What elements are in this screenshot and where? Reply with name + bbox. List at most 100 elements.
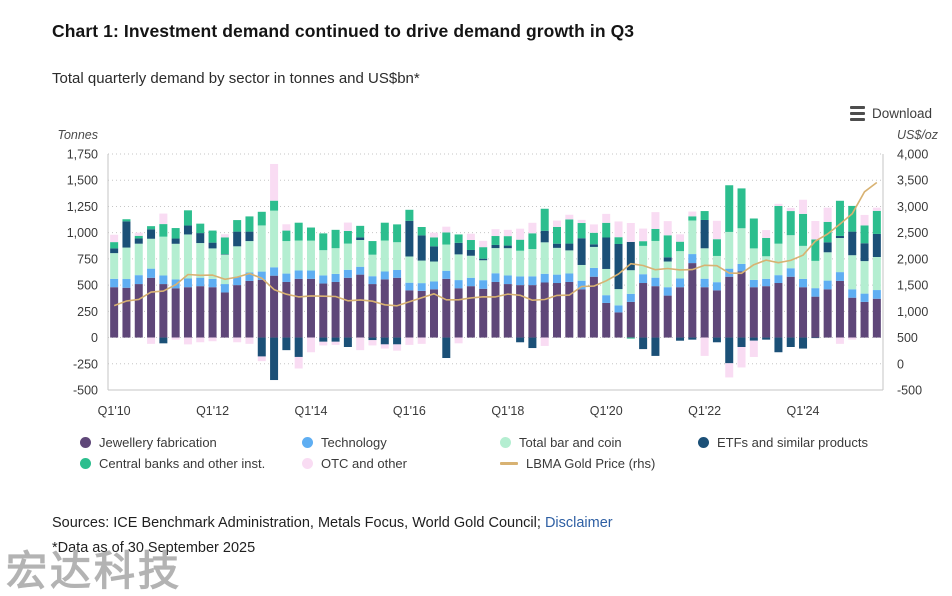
legend-item-central-banks-and-other-inst[interactable]: Central banks and other inst. xyxy=(80,456,302,471)
bar-segment[interactable] xyxy=(343,243,352,270)
bar-segment[interactable] xyxy=(676,337,685,341)
bar-segment[interactable] xyxy=(823,252,832,281)
bar-segment[interactable] xyxy=(700,287,709,338)
bar-segment[interactable] xyxy=(429,237,438,247)
bar-segment[interactable] xyxy=(196,223,205,234)
bar-segment[interactable] xyxy=(122,247,131,280)
bar-segment[interactable] xyxy=(220,284,229,293)
bar-segment[interactable] xyxy=(282,281,291,338)
bar-segment[interactable] xyxy=(393,242,402,271)
bar-segment[interactable] xyxy=(220,254,229,285)
bar-segment[interactable] xyxy=(589,232,598,245)
bar-segment[interactable] xyxy=(454,280,463,289)
bar-segment[interactable] xyxy=(183,225,192,235)
bar-segment[interactable] xyxy=(454,288,463,338)
bar-segment[interactable] xyxy=(442,270,451,279)
bar-segment[interactable] xyxy=(356,337,365,351)
bar-segment[interactable] xyxy=(503,248,512,276)
bar-segment[interactable] xyxy=(405,290,414,338)
bar-segment[interactable] xyxy=(245,241,254,273)
bar-segment[interactable] xyxy=(688,220,697,255)
bar-segment[interactable] xyxy=(860,243,869,262)
bar-segment[interactable] xyxy=(516,239,525,251)
bar-segment[interactable] xyxy=(762,230,771,238)
bar-segment[interactable] xyxy=(479,247,488,259)
bar-segment[interactable] xyxy=(270,200,279,211)
bar-segment[interactable] xyxy=(749,218,758,249)
legend-item-etfs-and-similar-products[interactable]: ETFs and similar products xyxy=(698,435,896,450)
bar-segment[interactable] xyxy=(491,236,500,245)
bar-segment[interactable] xyxy=(245,337,254,344)
bar-segment[interactable] xyxy=(663,221,672,236)
bar-segment[interactable] xyxy=(257,337,266,357)
bar-segment[interactable] xyxy=(479,240,488,248)
bar-segment[interactable] xyxy=(503,245,512,249)
legend-item-otc-and-other[interactable]: OTC and other xyxy=(302,456,500,471)
bar-segment[interactable] xyxy=(171,337,180,340)
bar-segment[interactable] xyxy=(454,242,463,255)
bar-segment[interactable] xyxy=(356,225,365,238)
bar-segment[interactable] xyxy=(405,220,414,257)
bar-segment[interactable] xyxy=(429,289,438,338)
bar-segment[interactable] xyxy=(626,337,635,339)
bar-segment[interactable] xyxy=(220,237,229,255)
bar-segment[interactable] xyxy=(306,240,315,271)
bar-segment[interactable] xyxy=(294,337,303,357)
bar-segment[interactable] xyxy=(811,296,820,338)
bar-segment[interactable] xyxy=(257,356,266,362)
bar-segment[interactable] xyxy=(737,263,746,272)
bar-segment[interactable] xyxy=(614,243,623,290)
bar-segment[interactable] xyxy=(811,260,820,289)
bar-segment[interactable] xyxy=(159,224,168,237)
bar-segment[interactable] xyxy=(553,283,562,338)
bar-segment[interactable] xyxy=(479,280,488,289)
bar-segment[interactable] xyxy=(429,261,438,282)
bar-segment[interactable] xyxy=(762,256,771,279)
bar-segment[interactable] xyxy=(183,278,192,288)
bar-segment[interactable] xyxy=(171,243,180,280)
bar-segment[interactable] xyxy=(639,274,648,284)
bar-segment[interactable] xyxy=(110,248,119,254)
bar-segment[interactable] xyxy=(442,232,451,245)
bar-segment[interactable] xyxy=(294,240,303,271)
bar-segment[interactable] xyxy=(282,241,291,274)
bar-segment[interactable] xyxy=(872,257,881,291)
bar-segment[interactable] xyxy=(626,270,635,294)
bar-segment[interactable] xyxy=(196,243,205,278)
bar-segment[interactable] xyxy=(380,222,389,241)
bar-segment[interactable] xyxy=(147,268,156,278)
bar-segment[interactable] xyxy=(466,255,475,278)
bar-segment[interactable] xyxy=(725,337,734,364)
bar-segment[interactable] xyxy=(626,241,635,271)
bar-segment[interactable] xyxy=(466,233,475,241)
bar-segment[interactable] xyxy=(774,337,783,353)
disclaimer-link[interactable]: Disclaimer xyxy=(544,515,613,531)
bar-segment[interactable] xyxy=(516,250,525,277)
bar-segment[interactable] xyxy=(639,283,648,338)
bar-segment[interactable] xyxy=(762,286,771,338)
bar-segment[interactable] xyxy=(183,210,192,226)
bar-segment[interactable] xyxy=(417,235,426,261)
bar-segment[interactable] xyxy=(479,288,488,338)
bar-segment[interactable] xyxy=(270,275,279,338)
bar-segment[interactable] xyxy=(380,279,389,338)
bar-segment[interactable] xyxy=(799,199,808,214)
bar-segment[interactable] xyxy=(417,337,426,344)
bar-segment[interactable] xyxy=(676,287,685,338)
bar-segment[interactable] xyxy=(565,214,574,220)
bar-segment[interactable] xyxy=(294,278,303,338)
bar-segment[interactable] xyxy=(466,240,475,250)
bar-segment[interactable] xyxy=(147,226,156,230)
bar-segment[interactable] xyxy=(208,337,217,342)
bar-segment[interactable] xyxy=(233,276,242,286)
bar-segment[interactable] xyxy=(233,246,242,277)
bar-segment[interactable] xyxy=(528,222,537,234)
bar-segment[interactable] xyxy=(257,225,266,272)
bar-segment[interactable] xyxy=(872,298,881,338)
bar-segment[interactable] xyxy=(786,207,795,212)
bar-segment[interactable] xyxy=(368,276,377,285)
bar-segment[interactable] xyxy=(134,238,143,244)
bar-segment[interactable] xyxy=(319,337,328,342)
bar-segment[interactable] xyxy=(602,295,611,303)
bar-segment[interactable] xyxy=(663,235,672,258)
